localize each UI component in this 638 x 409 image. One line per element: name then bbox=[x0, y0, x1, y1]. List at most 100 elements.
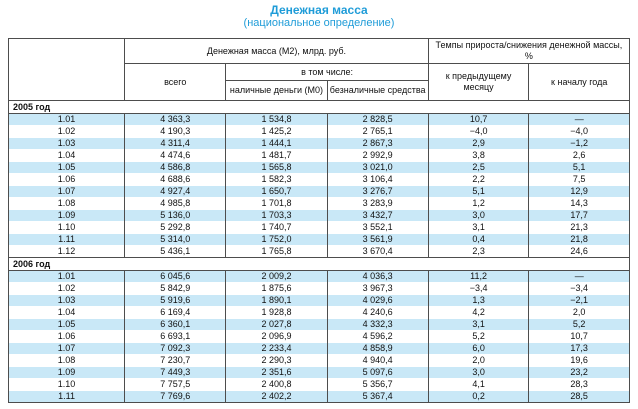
header-total: всего bbox=[124, 63, 227, 101]
table-row: 1.10 5 292,8 1 740,7 3 552,1 3,1 21,3 bbox=[7, 221, 630, 234]
cell-growth-year-start: 14,3 bbox=[528, 197, 630, 210]
cell-noncash: 5 367,4 bbox=[326, 390, 429, 403]
cell-growth-year-start: −4,0 bbox=[528, 125, 630, 138]
cell-growth-prev-month: 4,1 bbox=[427, 378, 530, 391]
header-to-year-start: к началу года bbox=[528, 63, 630, 101]
table-row: 1.11 7 769,6 2 402,2 5 367,4 0,2 28,5 bbox=[7, 390, 630, 403]
cell-m0-cash: 2 351,6 bbox=[225, 366, 328, 379]
cell-date: 1.09 bbox=[7, 366, 126, 379]
cell-m2-total: 4 985,8 bbox=[124, 197, 227, 210]
header-group-m2: Денежная масса (М2), млрд. руб. bbox=[124, 38, 429, 64]
cell-m0-cash: 1 752,0 bbox=[225, 233, 328, 246]
table-row: 1.11 5 314,0 1 752,0 3 561,9 0,4 21,8 bbox=[7, 233, 630, 246]
cell-m2-total: 5 919,6 bbox=[124, 294, 227, 307]
cell-growth-prev-month: 1,3 bbox=[427, 294, 530, 307]
cell-growth-prev-month: 3,0 bbox=[427, 209, 530, 222]
table-row: 1.07 4 927,4 1 650,7 3 276,7 5,1 12,9 bbox=[7, 185, 630, 198]
cell-growth-prev-month: 3,1 bbox=[427, 318, 530, 331]
cell-date: 1.07 bbox=[7, 342, 126, 355]
cell-noncash: 5 356,7 bbox=[326, 378, 429, 391]
cell-m2-total: 4 190,3 bbox=[124, 125, 227, 138]
cell-m2-total: 4 586,8 bbox=[124, 161, 227, 174]
cell-growth-year-start: 19,6 bbox=[528, 354, 630, 367]
cell-m2-total: 4 927,4 bbox=[124, 185, 227, 198]
cell-noncash: 3 276,7 bbox=[326, 185, 429, 198]
cell-date: 1.08 bbox=[7, 197, 126, 210]
cell-noncash: 4 332,3 bbox=[326, 318, 429, 331]
cell-noncash: 3 967,3 bbox=[326, 282, 429, 295]
cell-m0-cash: 2 009,2 bbox=[225, 270, 328, 283]
table-row: 1.09 7 449,3 2 351,6 5 097,6 3,0 23,2 bbox=[7, 366, 630, 379]
cell-noncash: 2 765,1 bbox=[326, 125, 429, 138]
cell-m2-total: 5 136,0 bbox=[124, 209, 227, 222]
cell-m2-total: 6 045,6 bbox=[124, 270, 227, 283]
cell-noncash: 4 858,9 bbox=[326, 342, 429, 355]
cell-growth-prev-month: 2,2 bbox=[427, 173, 530, 186]
table-row: 1.03 4 311,4 1 444,1 2 867,3 2,9 −1,2 bbox=[7, 137, 630, 150]
cell-m2-total: 7 230,7 bbox=[124, 354, 227, 367]
cell-date: 1.07 bbox=[7, 185, 126, 198]
cell-growth-prev-month: 0,2 bbox=[427, 390, 530, 403]
cell-m0-cash: 1 701,8 bbox=[225, 197, 328, 210]
cell-growth-year-start: 24,6 bbox=[528, 245, 630, 258]
cell-growth-year-start: 12,9 bbox=[528, 185, 630, 198]
cell-growth-year-start: 7,5 bbox=[528, 173, 630, 186]
cell-growth-year-start: 2,0 bbox=[528, 306, 630, 319]
cell-growth-prev-month: 0,4 bbox=[427, 233, 530, 246]
cell-growth-prev-month: 3,0 bbox=[427, 366, 530, 379]
cell-growth-prev-month: −4,0 bbox=[427, 125, 530, 138]
table-row: 1.04 6 169,4 1 928,8 4 240,6 4,2 2,0 bbox=[7, 306, 630, 319]
header-non-cash: безналичные средства bbox=[326, 80, 429, 101]
cell-date: 1.06 bbox=[7, 330, 126, 343]
cell-date: 1.11 bbox=[7, 390, 126, 403]
cell-date: 1.02 bbox=[7, 125, 126, 138]
cell-growth-prev-month: 11,2 bbox=[427, 270, 530, 283]
cell-m2-total: 5 436,1 bbox=[124, 245, 227, 258]
table-row: 1.09 5 136,0 1 703,3 3 432,7 3,0 17,7 bbox=[7, 209, 630, 222]
cell-growth-prev-month: 2,9 bbox=[427, 137, 530, 150]
cell-growth-prev-month: 2,0 bbox=[427, 354, 530, 367]
cell-date: 1.11 bbox=[7, 233, 126, 246]
cell-m0-cash: 1 565,8 bbox=[225, 161, 328, 174]
cell-m2-total: 4 688,6 bbox=[124, 173, 227, 186]
cell-m0-cash: 2 400,8 bbox=[225, 378, 328, 391]
cell-date: 1.05 bbox=[7, 161, 126, 174]
cell-m0-cash: 1 765,8 bbox=[225, 245, 328, 258]
cell-date: 1.10 bbox=[7, 378, 126, 391]
cell-growth-year-start: — bbox=[528, 270, 630, 283]
cell-date: 1.03 bbox=[7, 137, 126, 150]
cell-m0-cash: 1 740,7 bbox=[225, 221, 328, 234]
cell-noncash: 3 670,4 bbox=[326, 245, 429, 258]
table-header: Денежная масса (М2), млрд. руб. Темпы пр… bbox=[7, 38, 631, 101]
cell-noncash: 2 867,3 bbox=[326, 137, 429, 150]
cell-noncash: 4 240,6 bbox=[326, 306, 429, 319]
cell-m0-cash: 1 703,3 bbox=[225, 209, 328, 222]
section-row-2005: 2005 год bbox=[8, 100, 630, 114]
cell-m0-cash: 1 481,7 bbox=[225, 149, 328, 162]
cell-noncash: 3 106,4 bbox=[326, 173, 429, 186]
table-row: 1.07 7 092,3 2 233,4 4 858,9 6,0 17,3 bbox=[7, 342, 630, 355]
cell-date: 1.06 bbox=[7, 173, 126, 186]
table-row: 1.05 6 360,1 2 027,8 4 332,3 3,1 5,2 bbox=[7, 318, 630, 331]
cell-date: 1.03 bbox=[7, 294, 126, 307]
cell-growth-prev-month: 5,1 bbox=[427, 185, 530, 198]
table-body: 2005 год 1.01 4 363,3 1 534,8 2 828,5 10,7—1.… bbox=[7, 100, 630, 403]
table-row: 1.03 5 919,6 1 890,1 4 029,6 1,3 −2,1 bbox=[7, 294, 630, 307]
cell-growth-year-start: 5,2 bbox=[528, 318, 630, 331]
cell-m2-total: 7 769,6 bbox=[124, 390, 227, 403]
cell-m2-total: 5 292,8 bbox=[124, 221, 227, 234]
cell-growth-prev-month: 3,8 bbox=[427, 149, 530, 162]
table-row: 1.06 4 688,6 1 582,3 3 106,4 2,2 7,5 bbox=[7, 173, 630, 186]
cell-noncash: 4 029,6 bbox=[326, 294, 429, 307]
cell-m0-cash: 1 425,2 bbox=[225, 125, 328, 138]
cell-m0-cash: 1 890,1 bbox=[225, 294, 328, 307]
cell-growth-year-start: −2,1 bbox=[528, 294, 630, 307]
cell-date: 1.05 bbox=[7, 318, 126, 331]
table-row: 1.01 4 363,3 1 534,8 2 828,5 10,7— bbox=[7, 113, 630, 126]
cell-noncash: 4 596,2 bbox=[326, 330, 429, 343]
table-row: 1.08 4 985,8 1 701,8 3 283,9 1,2 14,3 bbox=[7, 197, 630, 210]
cell-m0-cash: 2 402,2 bbox=[225, 390, 328, 403]
cell-growth-year-start: 2,6 bbox=[528, 149, 630, 162]
cell-growth-prev-month: 6,0 bbox=[427, 342, 530, 355]
